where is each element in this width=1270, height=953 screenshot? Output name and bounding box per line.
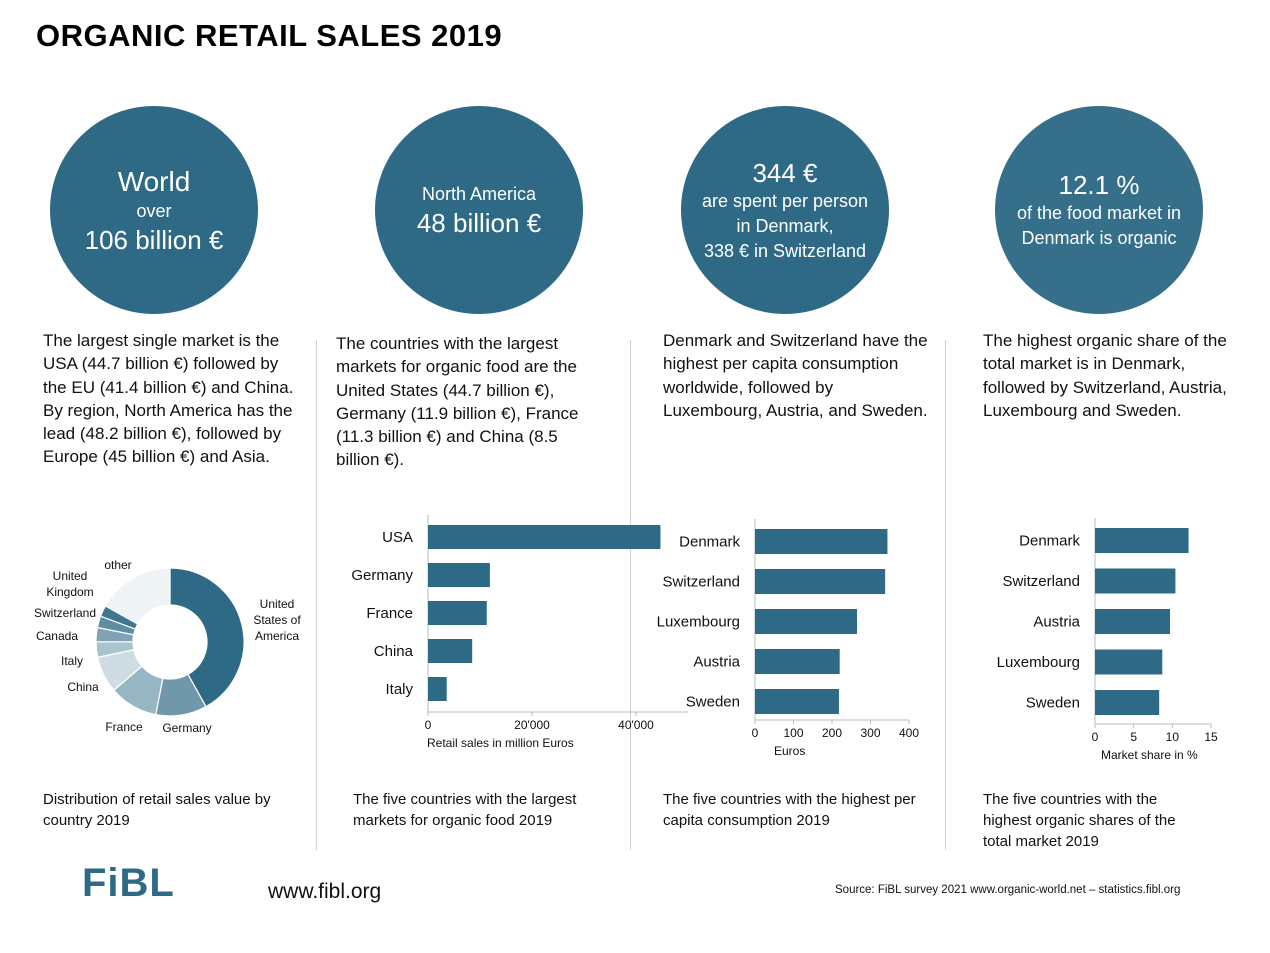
- paragraph-largest-markets: The countries with the largest markets f…: [336, 334, 579, 470]
- donut-label: Canada: [36, 629, 78, 643]
- paragraph-world: The largest single market is the USA (44…: [43, 331, 294, 467]
- bar: [1095, 568, 1176, 594]
- north-america-label: North America: [421, 183, 537, 204]
- donut-label: Kingdom: [46, 585, 93, 599]
- world-circle: World over 106 billion €: [50, 106, 258, 314]
- category-label: China: [374, 643, 414, 660]
- category-label: Denmark: [679, 534, 740, 551]
- bar: [755, 569, 886, 594]
- world-over: over: [136, 200, 172, 221]
- donut-label: China: [67, 680, 99, 694]
- donut-label: Germany: [162, 721, 211, 735]
- divider-1: [316, 340, 317, 850]
- caption-market-size: The five countries with the largest mark…: [353, 791, 577, 829]
- donut-label: Switzerland: [34, 606, 96, 620]
- x-tick-label: 0: [425, 718, 432, 732]
- website-link[interactable]: www.fibl.org: [268, 880, 382, 903]
- category-label: Denmark: [1019, 533, 1080, 550]
- bar-chart-market-share: Denmark Switzerland Austria Luxembourg Swede…: [997, 518, 1218, 762]
- category-label: Switzerland: [1002, 573, 1080, 590]
- category-label: Luxembourg: [657, 614, 740, 631]
- bar: [755, 609, 858, 634]
- bar: [755, 689, 839, 714]
- donut-label: States of: [253, 613, 301, 627]
- donut-slice: [169, 567, 245, 708]
- per-capita-text: are spent per person in Denmark,: [701, 190, 869, 236]
- x-axis-label: Retail sales in million Euros: [427, 736, 574, 750]
- page-title: ORGANIC RETAIL SALES 2019: [36, 18, 503, 53]
- north-america-value: 48 billion €: [416, 207, 542, 238]
- source-note: Source: FiBL survey 2021 www.organic-wor…: [835, 884, 1181, 896]
- share-text: of the food market in Denmark is organic: [1016, 203, 1182, 248]
- bar: [1095, 528, 1189, 553]
- donut-label: United: [260, 597, 295, 611]
- category-label: Austria: [1033, 614, 1080, 631]
- north-america-circle: North America 48 billion €: [375, 106, 583, 314]
- x-tick-label: 40'000: [618, 718, 654, 732]
- donut-chart: United States of America Germany France China…: [34, 558, 301, 735]
- x-tick-label: 0: [1092, 730, 1099, 744]
- category-label: Italy: [385, 681, 413, 698]
- x-axis-label: Market share in %: [1101, 748, 1198, 762]
- bar: [1095, 609, 1171, 634]
- world-value: 106 billion €: [84, 224, 224, 255]
- bar-chart-market-size: USA Germany France China Italy 0 20'000 40'000 R…: [351, 515, 688, 750]
- bar: [428, 563, 490, 587]
- x-tick-label: 0: [752, 726, 759, 740]
- per-capita-value: 344 €: [752, 157, 818, 188]
- per-capita-text-2: 338 € in Switzerland: [703, 240, 867, 261]
- category-label: Sweden: [1026, 695, 1080, 712]
- x-tick-label: 10: [1166, 730, 1180, 744]
- share-circle: 12.1 % of the food market in Denmark is …: [995, 106, 1203, 314]
- divider-3: [945, 340, 946, 850]
- bar: [428, 525, 661, 549]
- donut-label: Italy: [61, 654, 83, 668]
- x-tick-label: 300: [860, 726, 880, 740]
- bar: [755, 529, 888, 554]
- category-label: Germany: [351, 567, 413, 584]
- bar: [428, 677, 447, 701]
- category-label: Luxembourg: [997, 654, 1080, 671]
- bar: [755, 649, 840, 674]
- bar: [1095, 690, 1160, 715]
- x-tick-label: 5: [1130, 730, 1137, 744]
- donut-label: other: [104, 558, 131, 572]
- caption-market-share: The five countries with the highest orga…: [983, 791, 1176, 850]
- x-axis-label: Euros: [774, 744, 805, 758]
- x-tick-label: 200: [822, 726, 842, 740]
- donut-slice: [104, 567, 171, 625]
- caption-donut: Distribution of retail sales value by co…: [43, 791, 271, 829]
- x-tick-label: 15: [1204, 730, 1218, 744]
- paragraph-per-capita: Denmark and Switzerland have the highest…: [663, 331, 928, 420]
- category-label: France: [366, 605, 413, 622]
- bar: [1095, 649, 1163, 675]
- bar: [428, 601, 487, 625]
- category-label: Austria: [693, 654, 740, 671]
- donut-label: America: [255, 629, 299, 643]
- x-tick-label: 20'000: [514, 718, 550, 732]
- x-tick-label: 400: [899, 726, 919, 740]
- divider-2: [630, 340, 631, 850]
- bar-chart-per-capita: Denmark Switzerland Luxembourg Austria Swede…: [657, 519, 919, 758]
- per-capita-circle: 344 € are spent per person in Denmark, 3…: [681, 106, 889, 314]
- donut-label: France: [105, 720, 143, 734]
- world-label: World: [117, 165, 191, 197]
- caption-per-capita: The five countries with the highest per …: [663, 791, 916, 829]
- bar: [428, 639, 473, 663]
- x-tick-label: 100: [783, 726, 803, 740]
- category-label: USA: [382, 529, 413, 546]
- donut-label: United: [53, 569, 88, 583]
- fibl-logo: FiBL: [82, 861, 175, 905]
- share-value: 12.1 %: [1058, 170, 1140, 200]
- category-label: Sweden: [686, 694, 740, 711]
- paragraph-market-share: The highest organic share of the total m…: [983, 331, 1227, 420]
- category-label: Switzerland: [662, 574, 740, 591]
